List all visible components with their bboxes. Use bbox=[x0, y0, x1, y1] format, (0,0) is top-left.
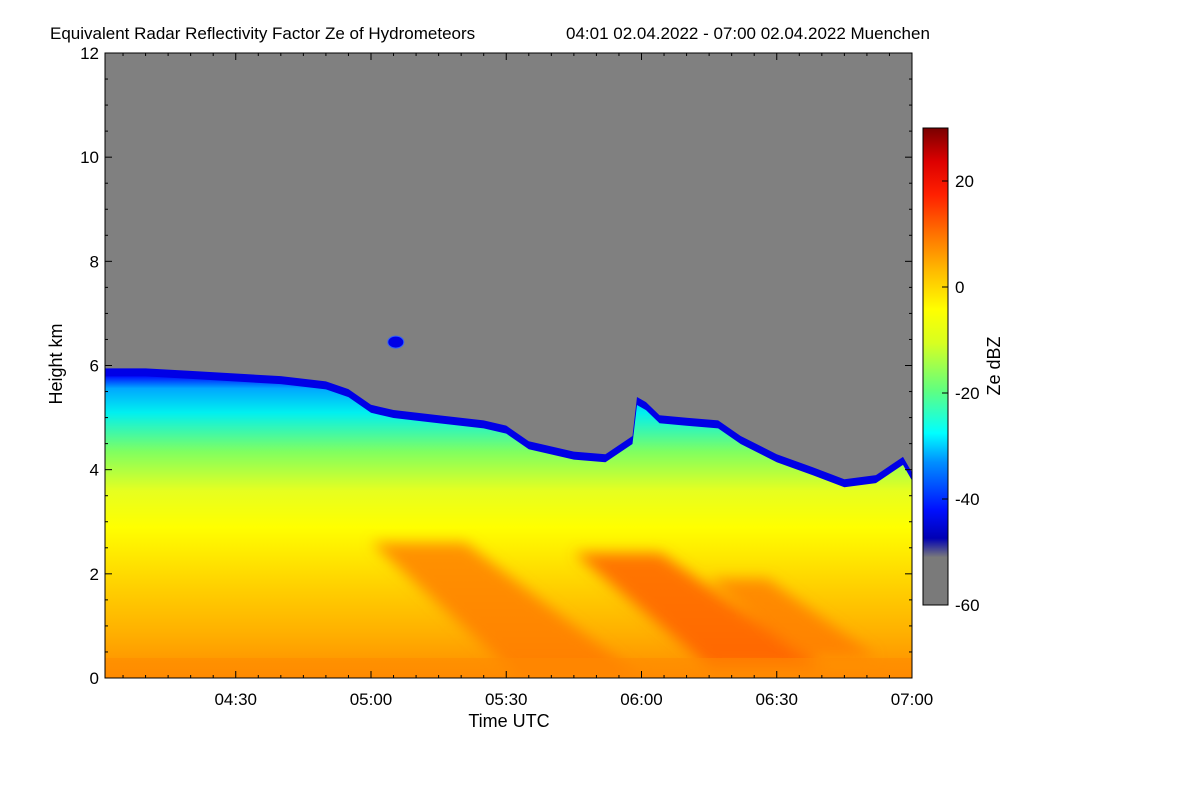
chart-subtitle: 04:01 02.04.2022 - 07:00 02.04.2022 Muen… bbox=[566, 24, 930, 43]
colorbar-ticks: -60 -40 -20 0 20 bbox=[942, 172, 980, 615]
y-tick-label: 4 bbox=[90, 461, 99, 480]
plot-area bbox=[104, 52, 913, 679]
colorbar-tick-label: -20 bbox=[955, 384, 980, 403]
colorbar: -60 -40 -20 0 20 Ze dBZ bbox=[922, 127, 1004, 615]
colorbar-tick-label: -40 bbox=[955, 490, 980, 509]
y-axis: 0 2 4 6 8 10 12 bbox=[80, 44, 912, 688]
x-tick-label: 05:30 bbox=[485, 690, 528, 709]
y-tick-label: 12 bbox=[80, 44, 99, 63]
colorbar-gradient bbox=[922, 127, 949, 606]
x-tick-label: 07:00 bbox=[891, 690, 934, 709]
isolated-echo bbox=[387, 335, 405, 349]
high-reflectivity-bands bbox=[370, 542, 876, 678]
colorbar-tick-label: 0 bbox=[955, 278, 964, 297]
y-axis-label: Height km bbox=[46, 323, 66, 404]
x-tick-label: 06:30 bbox=[755, 690, 798, 709]
x-tick-label: 06:00 bbox=[620, 690, 663, 709]
reflectivity-band-2 bbox=[709, 579, 876, 658]
surface-layer bbox=[105, 658, 912, 678]
y-tick-label: 0 bbox=[90, 669, 99, 688]
y-tick-label: 2 bbox=[90, 565, 99, 584]
x-tick-label: 04:30 bbox=[214, 690, 257, 709]
colorbar-tick-label: 20 bbox=[955, 172, 974, 191]
x-axis-label: Time UTC bbox=[468, 711, 549, 731]
reflectivity-band-1 bbox=[573, 553, 822, 668]
y-tick-label: 8 bbox=[90, 252, 99, 271]
x-axis: 04:30 05:00 05:30 06:00 06:30 07:00 bbox=[122, 53, 934, 709]
x-tick-label: 05:00 bbox=[350, 690, 393, 709]
reflectivity-band-0 bbox=[370, 542, 642, 678]
y-tick-label: 6 bbox=[90, 357, 99, 376]
chart-title: Equivalent Radar Reflectivity Factor Ze … bbox=[50, 24, 475, 43]
colorbar-tick-label: -60 bbox=[955, 596, 980, 615]
colorbar-label: Ze dBZ bbox=[984, 336, 1004, 395]
y-tick-label: 10 bbox=[80, 148, 99, 167]
